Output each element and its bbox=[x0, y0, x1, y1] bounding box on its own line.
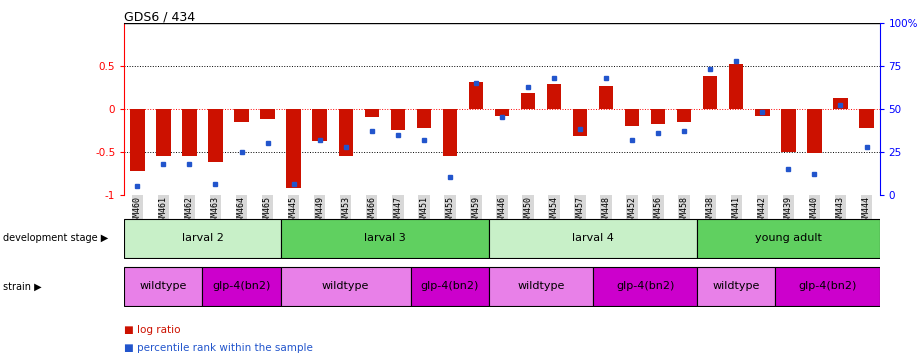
Text: glp-4(bn2): glp-4(bn2) bbox=[213, 281, 271, 292]
Text: ■ percentile rank within the sample: ■ percentile rank within the sample bbox=[124, 343, 313, 353]
Bar bbox=[443, 109, 457, 156]
FancyBboxPatch shape bbox=[124, 218, 281, 258]
Text: larval 3: larval 3 bbox=[364, 233, 405, 243]
Bar bbox=[599, 86, 613, 109]
Text: glp-4(bn2): glp-4(bn2) bbox=[799, 281, 857, 292]
Bar bbox=[755, 109, 770, 116]
Text: larval 2: larval 2 bbox=[181, 233, 224, 243]
Bar bbox=[365, 109, 379, 117]
FancyBboxPatch shape bbox=[593, 267, 697, 306]
Text: GDS6 / 434: GDS6 / 434 bbox=[124, 11, 195, 24]
Bar bbox=[573, 109, 588, 136]
Text: wildtype: wildtype bbox=[713, 281, 760, 292]
Text: young adult: young adult bbox=[755, 233, 822, 243]
Bar bbox=[261, 109, 274, 119]
Bar bbox=[391, 109, 405, 130]
Bar bbox=[521, 94, 535, 109]
Bar bbox=[677, 109, 692, 122]
Bar bbox=[495, 109, 509, 116]
FancyBboxPatch shape bbox=[697, 267, 775, 306]
Bar bbox=[339, 109, 353, 156]
Bar bbox=[130, 109, 145, 171]
Bar bbox=[625, 109, 639, 126]
Text: glp-4(bn2): glp-4(bn2) bbox=[616, 281, 674, 292]
Text: larval 4: larval 4 bbox=[572, 233, 614, 243]
Bar bbox=[729, 64, 743, 109]
Text: wildtype: wildtype bbox=[322, 281, 369, 292]
Bar bbox=[651, 109, 665, 124]
Bar bbox=[312, 109, 327, 141]
FancyBboxPatch shape bbox=[281, 218, 489, 258]
Bar bbox=[859, 109, 874, 128]
Text: ■ log ratio: ■ log ratio bbox=[124, 325, 181, 335]
Text: wildtype: wildtype bbox=[140, 281, 187, 292]
Text: glp-4(bn2): glp-4(bn2) bbox=[421, 281, 479, 292]
Bar bbox=[286, 109, 301, 188]
Bar bbox=[834, 98, 847, 109]
FancyBboxPatch shape bbox=[203, 267, 281, 306]
Bar bbox=[808, 109, 822, 154]
Text: wildtype: wildtype bbox=[518, 281, 565, 292]
Bar bbox=[208, 109, 223, 162]
Bar bbox=[157, 109, 170, 156]
FancyBboxPatch shape bbox=[489, 267, 593, 306]
Bar bbox=[781, 109, 796, 152]
FancyBboxPatch shape bbox=[281, 267, 411, 306]
Bar bbox=[234, 109, 249, 122]
Bar bbox=[182, 109, 196, 156]
Bar bbox=[469, 82, 483, 109]
Bar bbox=[703, 76, 717, 109]
Bar bbox=[547, 84, 561, 109]
Text: development stage ▶: development stage ▶ bbox=[3, 233, 108, 243]
Text: strain ▶: strain ▶ bbox=[3, 281, 41, 292]
FancyBboxPatch shape bbox=[697, 218, 880, 258]
FancyBboxPatch shape bbox=[124, 267, 203, 306]
FancyBboxPatch shape bbox=[489, 218, 697, 258]
FancyBboxPatch shape bbox=[411, 267, 489, 306]
Bar bbox=[416, 109, 431, 128]
FancyBboxPatch shape bbox=[775, 267, 880, 306]
